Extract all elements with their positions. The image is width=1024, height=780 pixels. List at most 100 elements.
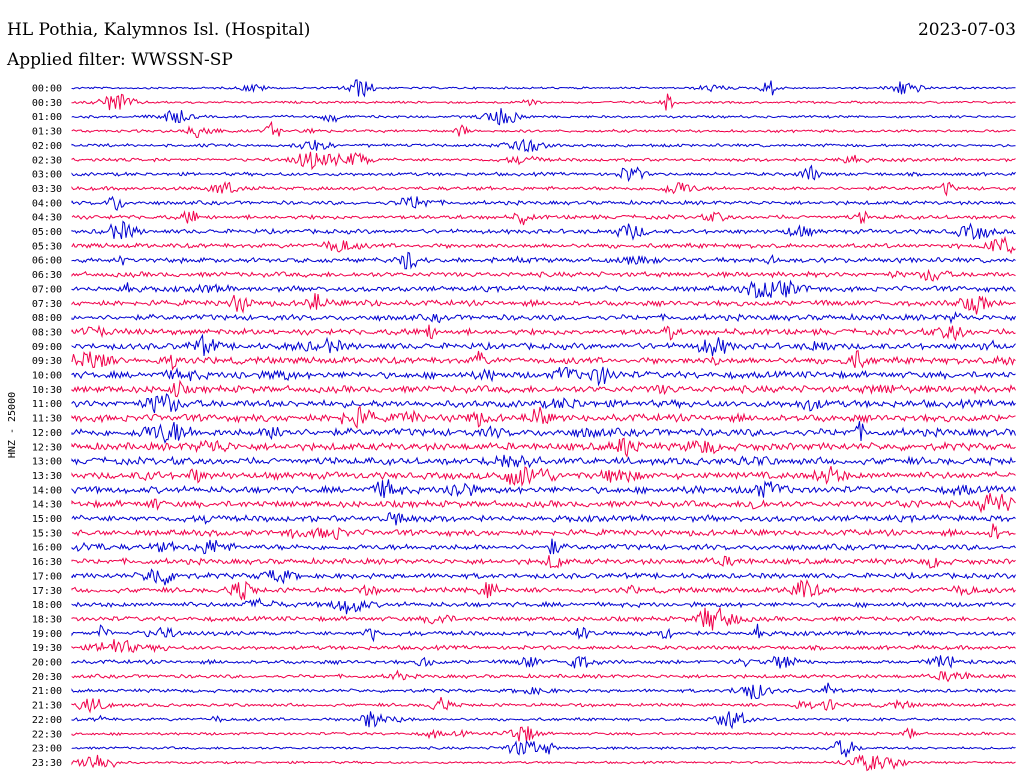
seismic-trace xyxy=(71,393,1016,414)
trace-time-label: 12:00 xyxy=(32,428,62,439)
seismic-trace xyxy=(71,120,1016,139)
seismic-trace xyxy=(71,479,1016,498)
seismic-trace xyxy=(71,655,1016,669)
seismic-trace xyxy=(71,492,1016,514)
trace-time-label: 08:30 xyxy=(32,327,62,338)
trace-time-label: 22:00 xyxy=(32,715,62,726)
seismic-trace xyxy=(71,210,1016,226)
seismic-trace xyxy=(71,333,1016,357)
seismic-trace xyxy=(71,696,1016,714)
trace-time-label: 17:00 xyxy=(32,571,62,582)
trace-time-label: 08:00 xyxy=(32,313,62,324)
seismic-trace xyxy=(71,754,1016,772)
trace-time-label: 12:30 xyxy=(32,442,62,453)
trace-time-label: 19:30 xyxy=(32,643,62,654)
seismic-trace xyxy=(71,251,1016,270)
trace-time-label: 00:00 xyxy=(32,84,62,95)
trace-time-label: 06:00 xyxy=(32,256,62,267)
trace-time-label: 05:30 xyxy=(32,241,62,252)
trace-time-label: 10:00 xyxy=(32,371,62,382)
trace-time-label: 21:00 xyxy=(32,686,62,697)
seismic-trace xyxy=(71,151,1016,171)
seismic-trace xyxy=(71,597,1016,615)
trace-time-label: 16:00 xyxy=(32,543,62,554)
seismic-trace xyxy=(71,405,1016,430)
trace-time-label: 03:30 xyxy=(32,184,62,195)
seismic-trace xyxy=(71,195,1016,211)
seismic-trace xyxy=(71,538,1016,555)
trace-time-label: 21:30 xyxy=(32,701,62,712)
seismic-trace xyxy=(71,293,1016,315)
seismic-trace xyxy=(71,466,1016,487)
seismic-trace xyxy=(71,311,1016,325)
trace-time-label: 17:30 xyxy=(32,586,62,597)
trace-time-label: 23:00 xyxy=(32,744,62,755)
seismic-trace xyxy=(71,511,1016,526)
applied-filter: Applied filter: WWSSN-SP xyxy=(7,50,233,70)
trace-time-label: 01:30 xyxy=(32,127,62,138)
trace-time-label: 11:30 xyxy=(32,414,62,425)
trace-time-label: 02:00 xyxy=(32,141,62,152)
trace-time-label: 20:00 xyxy=(32,658,62,669)
seismic-trace xyxy=(71,279,1016,299)
seismic-trace xyxy=(71,711,1016,730)
record-date: 2023-07-03 xyxy=(917,20,1016,40)
seismic-trace xyxy=(71,437,1016,458)
trace-time-label: 02:30 xyxy=(32,155,62,166)
station-title: HL Pothia, Kalymnos Isl. (Hospital) xyxy=(7,20,311,40)
trace-time-label: 09:00 xyxy=(32,342,62,353)
trace-time-label: 11:00 xyxy=(32,399,62,410)
trace-time-label: 07:00 xyxy=(32,284,62,295)
trace-time-label: 22:30 xyxy=(32,729,62,740)
seismic-trace xyxy=(71,726,1016,742)
trace-time-label: 13:30 xyxy=(32,471,62,482)
trace-time-label: 03:00 xyxy=(32,170,62,181)
seismic-trace xyxy=(71,740,1016,758)
trace-time-label: 14:30 xyxy=(32,500,62,511)
seismic-trace xyxy=(71,164,1016,183)
trace-time-label: 04:30 xyxy=(32,213,62,224)
trace-time-label: 05:00 xyxy=(32,227,62,238)
seismic-trace xyxy=(71,579,1016,601)
seismic-trace xyxy=(71,379,1016,398)
trace-time-label: 06:30 xyxy=(32,270,62,281)
trace-time-label: 14:00 xyxy=(32,485,62,496)
trace-time-label: 16:30 xyxy=(32,557,62,568)
trace-time-label: 01:00 xyxy=(32,112,62,123)
seismic-trace xyxy=(71,669,1016,683)
seismic-trace xyxy=(71,138,1016,153)
seismic-trace xyxy=(71,108,1016,126)
trace-time-label: 04:00 xyxy=(32,198,62,209)
seismic-trace xyxy=(71,568,1016,586)
trace-time-label: 15:00 xyxy=(32,514,62,525)
y-axis-label: HNZ - 25000 xyxy=(7,392,18,458)
seismic-trace xyxy=(71,350,1016,371)
seismic-trace xyxy=(71,324,1016,342)
seismic-trace xyxy=(71,682,1016,700)
seismic-trace xyxy=(71,555,1016,569)
trace-time-label: 09:30 xyxy=(32,356,62,367)
trace-time-label: 20:30 xyxy=(32,672,62,683)
trace-time-label: 18:30 xyxy=(32,614,62,625)
trace-time-label: 19:00 xyxy=(32,629,62,640)
seismic-trace xyxy=(71,180,1016,197)
trace-time-label: 13:00 xyxy=(32,457,62,468)
seismic-trace xyxy=(71,623,1016,643)
trace-time-label: 07:30 xyxy=(32,299,62,310)
seismic-trace xyxy=(71,268,1016,282)
trace-time-label: 23:30 xyxy=(32,758,62,769)
trace-time-label: 10:30 xyxy=(32,385,62,396)
seismic-trace xyxy=(71,366,1016,387)
seismic-trace xyxy=(71,523,1016,540)
trace-time-label: 18:00 xyxy=(32,600,62,611)
seismic-trace xyxy=(71,454,1016,469)
seismic-trace xyxy=(71,79,1016,98)
seismic-trace xyxy=(71,639,1016,654)
trace-time-label: 15:30 xyxy=(32,528,62,539)
seismic-trace xyxy=(71,220,1016,241)
seismic-trace xyxy=(71,607,1016,631)
trace-time-label: 00:30 xyxy=(32,98,62,109)
seismic-trace xyxy=(71,235,1016,255)
seismic-trace xyxy=(71,93,1016,111)
